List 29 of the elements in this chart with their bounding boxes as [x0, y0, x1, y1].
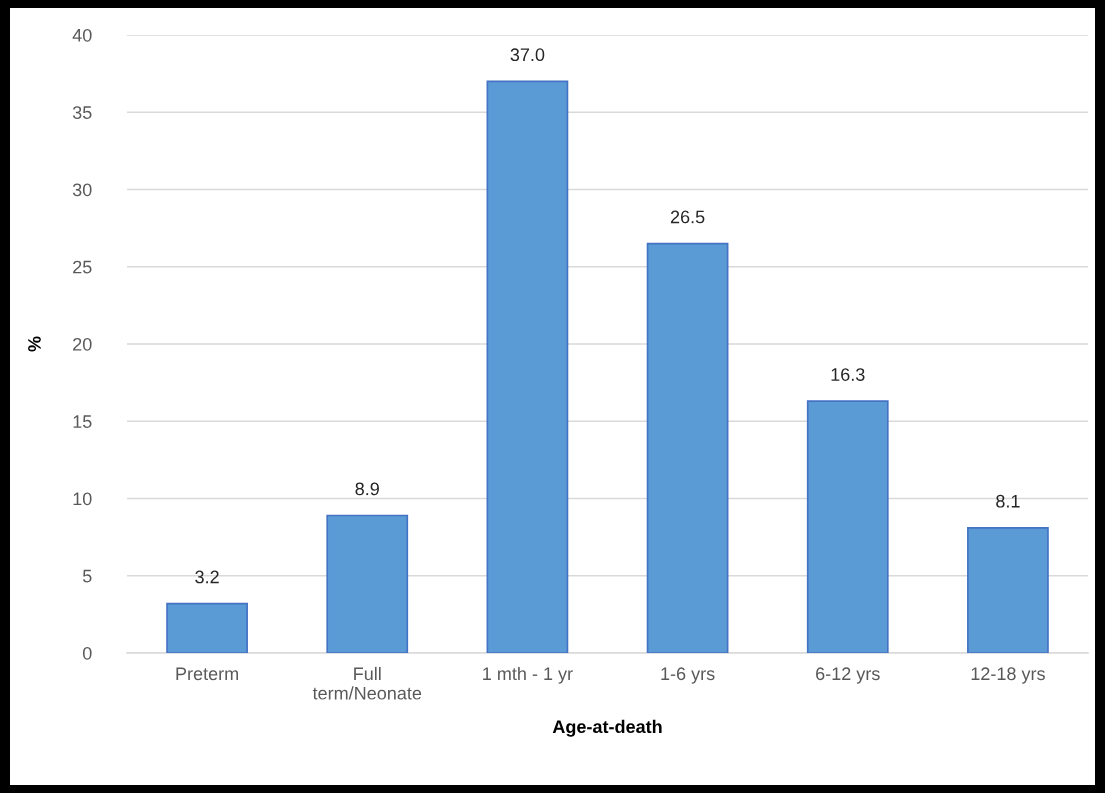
- bar: [806, 400, 889, 653]
- y-tick-label: 10: [73, 492, 92, 506]
- bar: [486, 80, 569, 653]
- x-tick-label: 1 mth - 1 yr: [483, 666, 573, 684]
- x-tick-label: 12-18 yrs: [971, 667, 1045, 684]
- bar: [326, 514, 409, 653]
- data-label: 8.9: [355, 482, 379, 496]
- y-tick-label: 30: [72, 183, 92, 197]
- bar: [646, 242, 729, 653]
- y-tick-label: 5: [82, 569, 92, 583]
- data-label: 16.3: [831, 368, 865, 381]
- x-tick-label: Preterm: [176, 667, 238, 681]
- y-axis-title: %: [28, 336, 41, 352]
- bar: [967, 527, 1049, 653]
- data-label: 37.0: [510, 48, 545, 62]
- data-label: 8.1: [996, 494, 1020, 508]
- y-tick-label: 35: [72, 106, 92, 119]
- y-tick-label: 25: [73, 260, 92, 274]
- bar: [166, 602, 248, 653]
- x-axis-title: Age-at-death: [552, 719, 662, 737]
- y-tick-label: 0: [82, 646, 92, 660]
- data-label: 26.5: [670, 210, 705, 224]
- y-tick-label: 15: [73, 415, 92, 428]
- data-label: 3.2: [195, 570, 219, 584]
- y-tick-label: 20: [73, 337, 92, 351]
- y-tick-label: 40: [72, 28, 92, 42]
- x-tick-label: Full term/Neonate: [312, 666, 422, 700]
- x-tick-label: 1-6 yrs: [661, 667, 715, 684]
- x-tick-label: 6-12 yrs: [816, 667, 880, 684]
